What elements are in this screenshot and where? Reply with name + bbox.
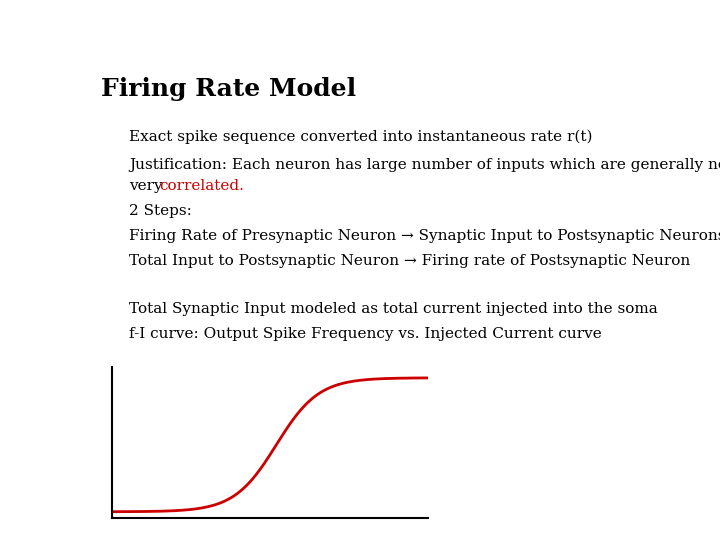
Text: Exact spike sequence converted into instantaneous rate r(t): Exact spike sequence converted into inst… [129,129,593,144]
Text: very: very [129,179,168,193]
Text: correlated.: correlated. [159,179,244,193]
Text: Total Synaptic Input modeled as total current injected into the soma: Total Synaptic Input modeled as total cu… [129,302,658,316]
Text: 2 Steps:: 2 Steps: [129,204,192,218]
Text: f-I curve: Output Spike Frequency vs. Injected Current curve: f-I curve: Output Spike Frequency vs. In… [129,327,602,341]
Text: Firing Rate Model: Firing Rate Model [101,77,356,102]
Text: Total Input to Postsynaptic Neuron → Firing rate of Postsynaptic Neuron: Total Input to Postsynaptic Neuron → Fir… [129,254,690,268]
Text: Justification: Each neuron has large number of inputs which are generally not: Justification: Each neuron has large num… [129,158,720,172]
Text: Firing Rate of Presynaptic Neuron → Synaptic Input to Postsynaptic Neurons: Firing Rate of Presynaptic Neuron → Syna… [129,229,720,243]
